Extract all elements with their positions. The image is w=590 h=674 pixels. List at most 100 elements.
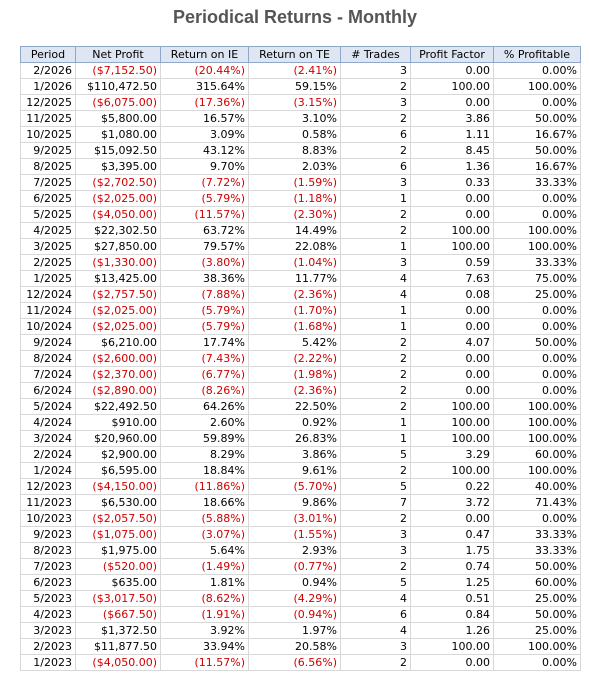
table-cell: 4	[340, 622, 411, 639]
page-title: Periodical Returns - Monthly	[172, 7, 418, 27]
table-cell: ($7,152.50)	[75, 62, 161, 79]
table-cell: 0.51	[410, 590, 494, 607]
table-cell: $13,425.00	[75, 270, 161, 287]
table-cell: 100.00	[410, 638, 494, 655]
table-cell: 0.33	[410, 174, 494, 191]
table-cell: $1,975.00	[75, 542, 161, 559]
table-cell: 4/2025	[20, 222, 76, 239]
table-cell: 2	[340, 654, 411, 671]
table-cell: 8/2023	[20, 542, 76, 559]
table-cell: 33.94%	[160, 638, 249, 655]
table-cell: (7.88%)	[160, 286, 249, 303]
table-cell: (11.57%)	[160, 206, 249, 223]
table-cell: 0.00%	[493, 366, 581, 383]
table-cell: 1.97%	[248, 622, 341, 639]
column-header: Return on IE	[160, 46, 249, 63]
table-row: 2/2023 $11,877.50 33.94% 20.58% 3 100.00 100.0…	[20, 638, 581, 655]
table-cell: ($520.00)	[75, 558, 161, 575]
table-cell: ($2,702.50)	[75, 174, 161, 191]
table-cell: 100.00%	[493, 430, 581, 447]
table-cell: 6	[340, 158, 411, 175]
table-row: 1/2025 $13,425.00 38.36% 11.77% 4 7.63 75.00%	[20, 270, 581, 287]
table-row: 11/2025 $5,800.00 16.57% 3.10% 2 3.86 50.00%	[20, 110, 581, 127]
table-row: 1/2024 $6,595.00 18.84% 9.61% 2 100.00 100.00%	[20, 462, 581, 479]
table-cell: 3/2025	[20, 238, 76, 255]
table-cell: 6/2025	[20, 190, 76, 207]
table-cell: 5.42%	[248, 334, 341, 351]
table-cell: 0.47	[410, 526, 494, 543]
table-cell: 100.00	[410, 78, 494, 95]
table-cell: 0.08	[410, 286, 494, 303]
table-cell: $22,302.50	[75, 222, 161, 239]
table-cell: 8.45	[410, 142, 494, 159]
table-cell: 100.00	[410, 430, 494, 447]
table-cell: 2	[340, 142, 411, 159]
table-row: 8/2024 ($2,600.00) (7.43%) (2.22%) 2 0.00 0.00…	[20, 350, 581, 367]
table-cell: 7/2025	[20, 174, 76, 191]
table-row: 11/2023 $6,530.00 18.66% 9.86% 7 3.72 71.43%	[20, 494, 581, 511]
table-cell: 1.11	[410, 126, 494, 143]
table-cell: 6	[340, 606, 411, 623]
table-cell: 3.10%	[248, 110, 341, 127]
table-cell: 8/2024	[20, 350, 76, 367]
table-cell: 3/2024	[20, 430, 76, 447]
table-cell: 5/2023	[20, 590, 76, 607]
table-cell: 3	[340, 94, 411, 111]
table-cell: 26.83%	[248, 430, 341, 447]
table-cell: ($3,017.50)	[75, 590, 161, 607]
table-cell: 38.36%	[160, 270, 249, 287]
table-cell: 0.59	[410, 254, 494, 271]
table-cell: 8/2025	[20, 158, 76, 175]
table-row: 6/2024 ($2,890.00) (8.26%) (2.36%) 2 0.00 0.00…	[20, 382, 581, 399]
table-cell: 8.29%	[160, 446, 249, 463]
table-cell: 22.08%	[248, 238, 341, 255]
table-cell: 100.00	[410, 222, 494, 239]
table-cell: $27,850.00	[75, 238, 161, 255]
table-cell: 1.36	[410, 158, 494, 175]
table-cell: 0.00	[410, 318, 494, 335]
table-cell: 50.00%	[493, 558, 581, 575]
table-cell: 100.00%	[493, 414, 581, 431]
table-cell: (2.36%)	[248, 286, 341, 303]
table-cell: 2.93%	[248, 542, 341, 559]
table-cell: 1	[340, 318, 411, 335]
table-row: 7/2025 ($2,702.50) (7.72%) (1.59%) 3 0.33 33.3…	[20, 174, 581, 191]
table-cell: 5.64%	[160, 542, 249, 559]
table-cell: 100.00	[410, 238, 494, 255]
table-cell: 7	[340, 494, 411, 511]
table-cell: (5.79%)	[160, 302, 249, 319]
table-row: 5/2023 ($3,017.50) (8.62%) (4.29%) 4 0.51 25.0…	[20, 590, 581, 607]
table-row: 1/2023 ($4,050.00) (11.57%) (6.56%) 2 0.00 0.0…	[20, 654, 581, 671]
table-cell: 7.63	[410, 270, 494, 287]
table-cell: 0.00%	[493, 510, 581, 527]
table-cell: 7/2023	[20, 558, 76, 575]
table-row: 6/2023 $635.00 1.81% 0.94% 5 1.25 60.00%	[20, 574, 581, 591]
table-cell: 4	[340, 286, 411, 303]
table-row: 9/2024 $6,210.00 17.74% 5.42% 2 4.07 50.00%	[20, 334, 581, 351]
table-cell: (5.79%)	[160, 190, 249, 207]
table-cell: 0.00%	[493, 350, 581, 367]
table-cell: 12/2025	[20, 94, 76, 111]
table-cell: 1	[340, 238, 411, 255]
table-cell: 2	[340, 398, 411, 415]
column-header: Net Profit	[75, 46, 161, 63]
table-cell: 3	[340, 526, 411, 543]
table-cell: 2	[340, 110, 411, 127]
table-cell: 18.84%	[160, 462, 249, 479]
table-cell: $1,372.50	[75, 622, 161, 639]
table-cell: ($2,025.00)	[75, 318, 161, 335]
table-cell: 64.26%	[160, 398, 249, 415]
table-cell: 20.58%	[248, 638, 341, 655]
table-cell: 3.72	[410, 494, 494, 511]
table-cell: 11.77%	[248, 270, 341, 287]
table-cell: 11/2023	[20, 494, 76, 511]
table-cell: 100.00%	[493, 638, 581, 655]
table-cell: ($6,075.00)	[75, 94, 161, 111]
table-cell: 25.00%	[493, 622, 581, 639]
table-cell: (1.59%)	[248, 174, 341, 191]
table-cell: 1	[340, 414, 411, 431]
table-cell: 10/2024	[20, 318, 76, 335]
table-cell: 1	[340, 302, 411, 319]
table-cell: 79.57%	[160, 238, 249, 255]
table-cell: (11.57%)	[160, 654, 249, 671]
